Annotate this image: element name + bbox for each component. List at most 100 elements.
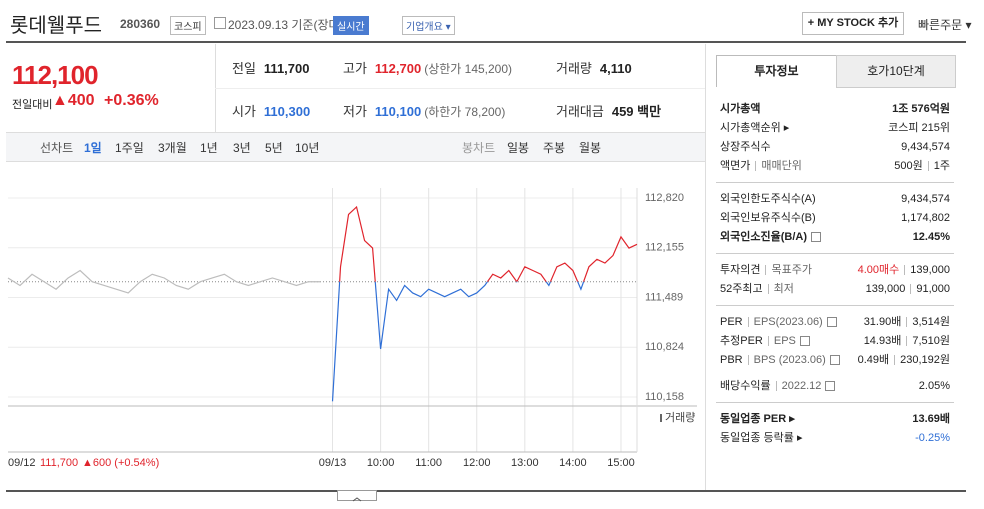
change-percent: +0.36% [104,92,159,109]
label-text: PER [720,316,743,328]
period-tab[interactable]: 3개월 [158,141,187,155]
overview-button[interactable]: 기업개요 ▾ [402,16,455,35]
quote-cell: 고가 112,700 (상한가 145,200) [343,58,512,78]
row-value: 31.90배 3,514원 [864,313,950,332]
row-label: PER EPS(2023.06) [720,316,837,328]
cell-label: 거래대금 [556,104,604,119]
info-row: 동일업종 등락률 ▸ -0.25% [720,429,950,448]
value-text: 1,174,802 [901,212,950,224]
mystock-button[interactable]: + MY STOCK 추가 [802,12,904,35]
info-row: 외국인한도주식수(A) 9,434,574 [720,190,950,209]
volume-label: 거래량 [665,411,695,424]
label-text: 투자의견 [720,264,761,276]
separator [906,336,908,347]
cell-value: 111,700 [263,61,310,76]
candle-tab[interactable]: 일봉 [507,141,530,155]
tab-invest[interactable]: 투자정보 [716,55,837,87]
separator [755,161,757,172]
info-row: 동일업종 PER ▸ 13.69배 [720,410,950,429]
x-tick-label: 10:00 [367,457,395,469]
collapse-icon [352,497,362,502]
info-row: 외국인소진율(B/A) 12.45% [720,228,950,247]
info-row: 시가총액 1조 576억원 [720,100,950,119]
row-label: 외국인보유주식수(B) [720,212,816,224]
info-row: 추정PER EPS 14.93배 7,510원 [720,332,950,351]
panel-divider [705,44,706,492]
row-label: 상장주식수 [720,141,771,153]
quick-order[interactable]: 빠른주문 ▾ [918,18,972,32]
calendar-icon [214,17,226,29]
value-text: 2.05% [918,380,950,392]
label-text: EPS [773,335,796,347]
row-label: 동일업종 PER ▸ [720,413,795,425]
tab-label: 선차트 [40,141,74,155]
label-text: 추정PER [720,335,763,347]
period-tab[interactable]: 10년 [295,141,320,155]
info-row: 투자의견 목표주가 4.00매수 139,000 [720,261,950,280]
label-text: 상장주식수 [720,141,771,153]
realtime-badge[interactable]: 실시간 [333,16,369,35]
row-value: 13.69배 [912,410,950,429]
info-row: 시가총액순위 ▸ 코스피 215위 [720,119,950,138]
period-tab[interactable]: 1주일 [115,141,144,155]
row-value: 139,000 91,000 [866,280,950,299]
value-text: 0.49배 [857,354,890,366]
row-value: 12.45% [913,228,950,247]
value-text: 1조 576억원 [892,103,950,115]
x-tick-label: 11:00 [415,457,442,469]
row-value: 1조 576억원 [892,100,950,119]
x-tick-label: 13:00 [511,457,539,469]
value-text: 4.00매수 [857,264,900,276]
separator [767,284,769,295]
footer-change: ▲600 (+0.54%) [82,457,159,469]
label-text: EPS(2023.06) [753,316,823,328]
help-icon[interactable] [826,317,837,328]
value-text: 3,514원 [912,316,950,328]
info-row: 배당수익률 2022.12 2.05% [720,377,950,396]
market-badge: 코스피 [170,16,206,35]
period-tab[interactable]: 1일 [84,141,102,155]
separator [927,161,929,172]
label-text: 동일업종 등락률 ▸ [720,432,803,444]
candle-tab[interactable]: 월봉 [579,141,602,155]
tab-orderbook[interactable]: 호가10단계 [836,55,956,88]
info-row: PBR BPS (2023.06) 0.49배 230,192원 [720,351,950,370]
x-tick-label: 09/13 [319,457,347,469]
label-text: 52주최고 [720,283,763,295]
row-label: 외국인한도주식수(A) [720,193,816,205]
stock-code: 280360 [120,17,161,31]
info-row: PER EPS(2023.06) 31.90배 3,514원 [720,313,950,332]
help-icon[interactable] [811,232,821,243]
row-value: 9,434,574 [901,190,950,209]
separator [910,284,912,295]
quote-cell: 거래량 4,110 [556,58,632,78]
period-tab[interactable]: 5년 [265,141,283,155]
value-text: 9,434,574 [901,193,950,205]
price-line [7,269,321,294]
period-tab[interactable]: 1년 [200,141,218,155]
row-value: -0.25% [915,429,950,448]
help-icon[interactable] [799,336,810,347]
tab-label: 봉차트 [462,141,496,155]
section-rule [716,253,954,254]
row-value: 코스피 215위 [888,119,950,138]
candle-tab[interactable]: 주봉 [543,141,566,155]
label-text: 동일업종 PER ▸ [720,413,795,425]
row-label: 액면가 매매단위 [720,160,802,172]
value-text: 139,000 [910,264,950,276]
quote-cell: 전일 111,700 [232,58,309,78]
help-icon[interactable] [829,355,840,366]
period-tab[interactable]: 3년 [233,141,251,155]
collapse-button[interactable] [337,490,377,502]
row-label: 추정PER EPS [720,335,810,347]
row-label: 시가총액 [720,103,760,115]
help-icon[interactable] [825,381,836,392]
info-row: 외국인보유주식수(B) 1,174,802 [720,209,950,228]
separator [765,265,767,276]
row-value: 9,434,574 [901,138,950,157]
label-text: 목표주가 [771,264,812,276]
cell-value: 4,110 [599,61,632,76]
cell-label: 저가 [343,104,367,119]
row-label: 시가총액순위 ▸ [720,122,789,134]
y-tick-label: 110,824 [645,341,684,353]
